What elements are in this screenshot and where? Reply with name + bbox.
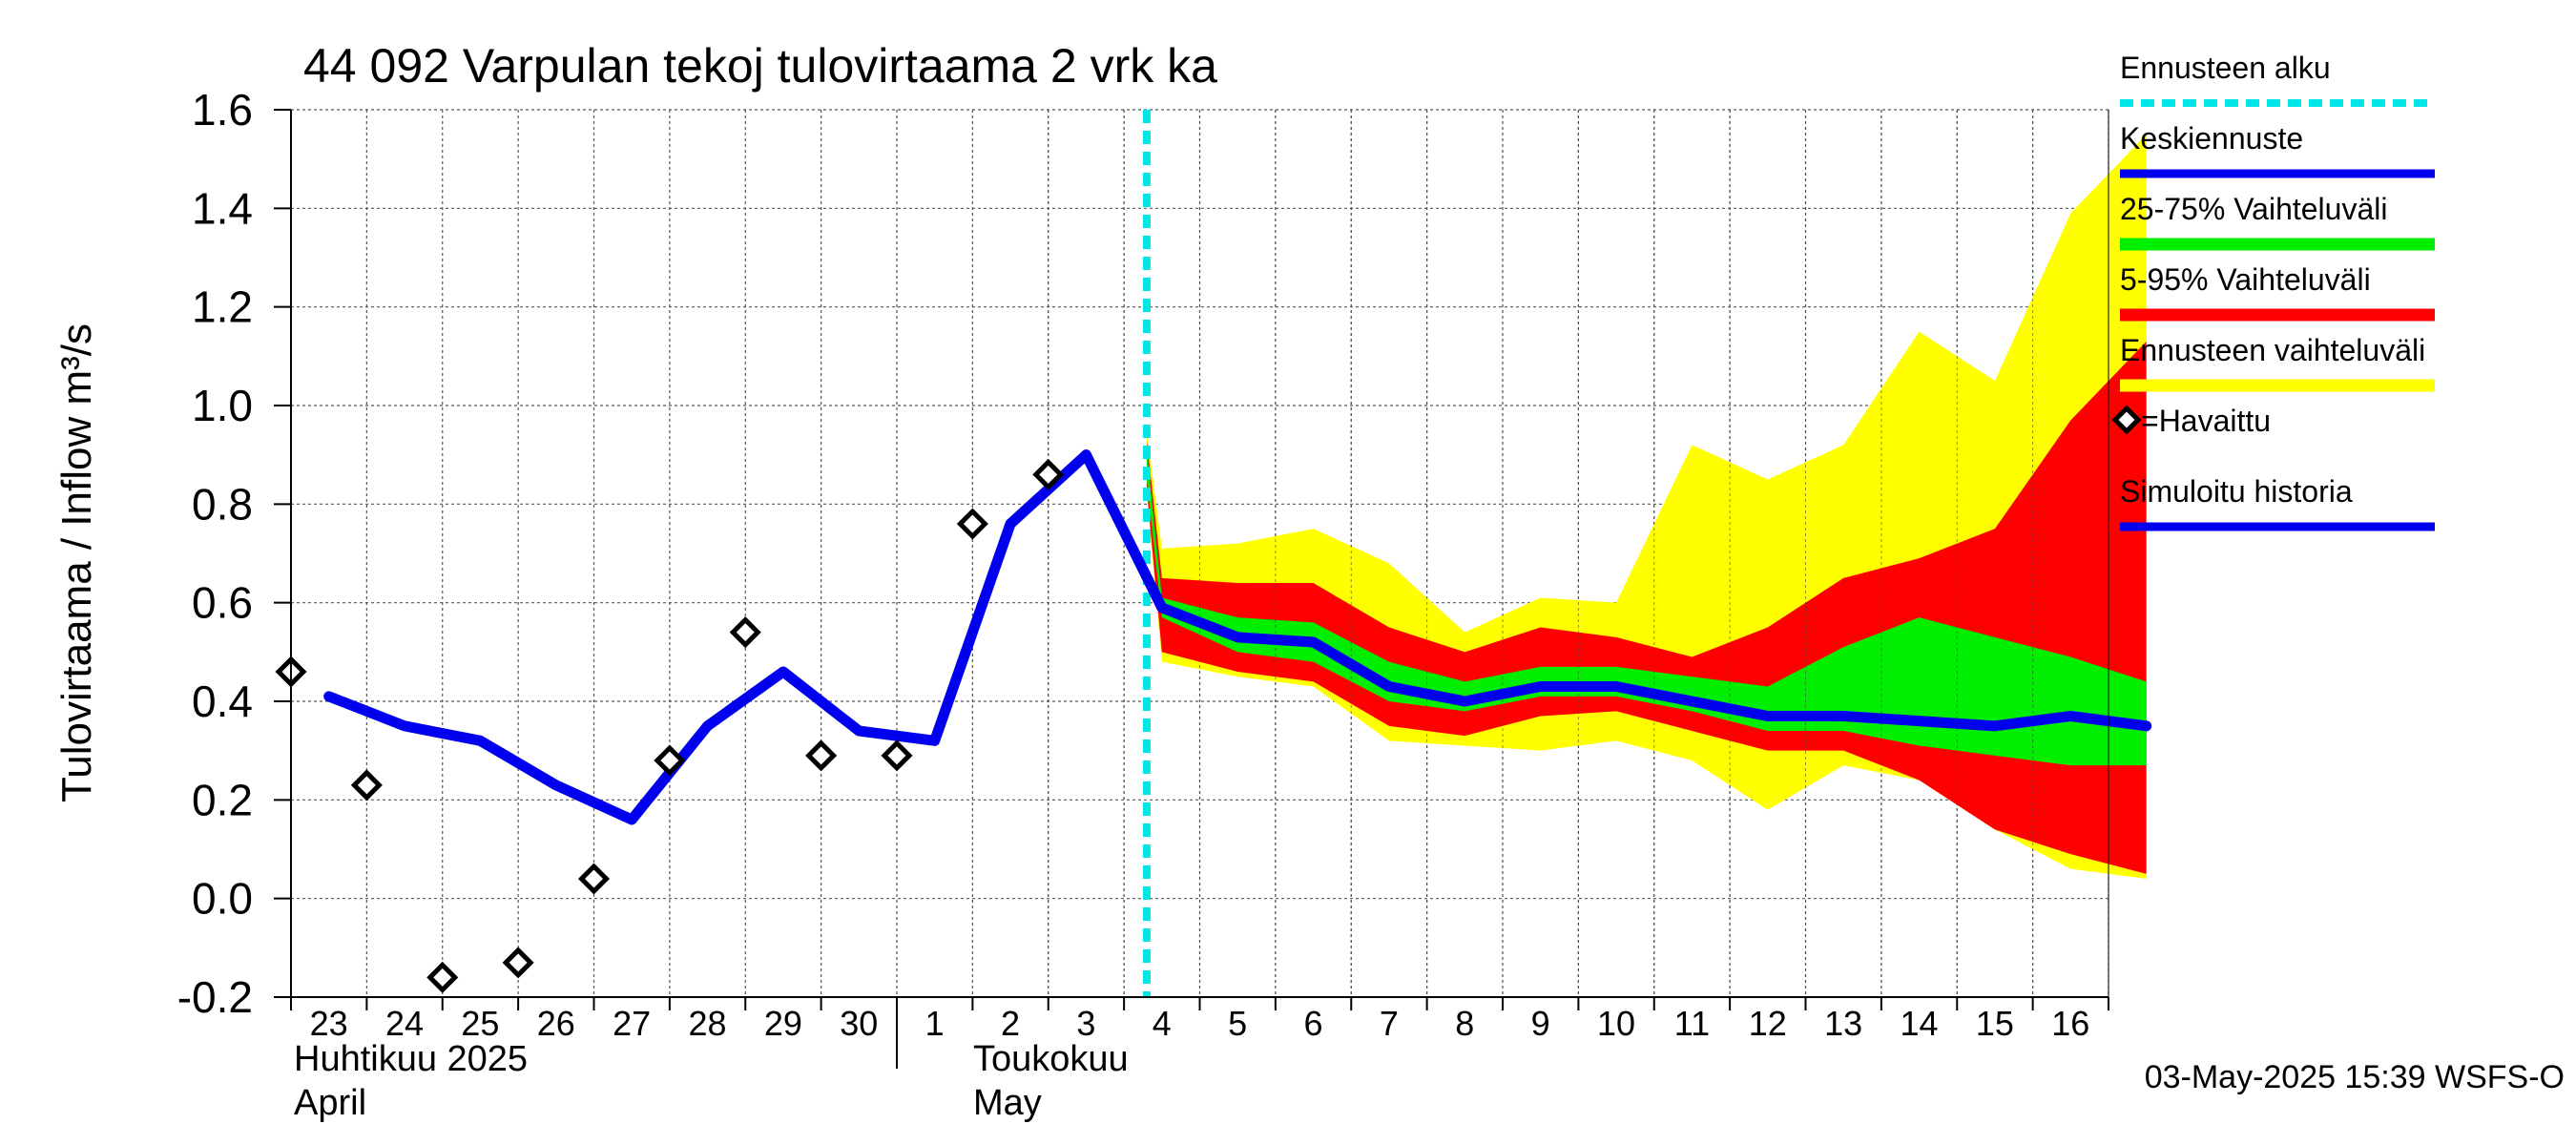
legend-label: 25-75% Vaihteluväli [2120, 192, 2387, 226]
month-label-april-en: April [294, 1083, 366, 1123]
x-tick-label: 7 [1380, 1004, 1399, 1043]
legend-label: Simuloitu historia [2120, 474, 2353, 509]
x-tick-label: 23 [310, 1004, 348, 1043]
observed-marker [956, 508, 988, 540]
y-tick-label: 1.2 [192, 282, 253, 332]
observed-marker [654, 744, 686, 777]
simulated-history-line [323, 449, 1091, 825]
y-tick-label: 0.0 [192, 874, 253, 924]
legend-label: =Havaittu [2141, 404, 2271, 438]
x-tick-label: 1 [925, 1004, 945, 1043]
x-tick-label: 16 [2051, 1004, 2089, 1043]
x-tick-label: 6 [1304, 1004, 1323, 1043]
month-label-may-en: May [973, 1083, 1042, 1123]
x-tick-label: 24 [385, 1004, 424, 1043]
y-tick-label: 1.6 [192, 85, 253, 135]
observed-marker [729, 616, 761, 649]
axes [274, 109, 2109, 1069]
grid-overlay [1048, 110, 2109, 997]
chart-title: 44 092 Varpulan tekoj tulovirtaama 2 vrk… [303, 39, 1217, 93]
x-tick-label: 26 [537, 1004, 575, 1043]
observed-marker [805, 739, 838, 772]
y-tick-label: 0.6 [192, 578, 253, 628]
legend: Ennusteen alku Keskiennuste 25-75% Vaihtel… [2111, 51, 2435, 531]
y-axis-label: Tulovirtaama / Inflow m³/s [53, 323, 100, 802]
x-tick-label: 4 [1153, 1004, 1172, 1043]
observed-marker [350, 769, 383, 802]
observed-marker [1032, 458, 1065, 490]
legend-label: Ennusteen vaihteluväli [2120, 333, 2425, 367]
legend-marker-observed [2111, 405, 2142, 435]
observed-marker [881, 739, 913, 772]
x-tick-label: 9 [1531, 1004, 1550, 1043]
x-tick-label: 3 [1076, 1004, 1095, 1043]
legend-label: 5-95% Vaihteluväli [2120, 262, 2371, 297]
x-tick-label: 28 [689, 1004, 727, 1043]
legend-label: Ennusteen alku [2120, 51, 2331, 85]
x-tick-label: 5 [1228, 1004, 1247, 1043]
x-tick-label: 27 [613, 1004, 651, 1043]
y-tick-label: 1.4 [192, 183, 253, 233]
y-tick-label: -0.2 [177, 972, 253, 1022]
uncertainty-bands [1146, 134, 2147, 880]
x-tick-label: 14 [1901, 1004, 1939, 1043]
series-lines [323, 110, 2152, 997]
y-tick-label: 1.0 [192, 381, 253, 430]
x-tick-label: 13 [1824, 1004, 1862, 1043]
observed-marker [426, 961, 459, 993]
x-tick-label: 2 [1001, 1004, 1020, 1043]
mean-forecast-line [1080, 449, 2152, 732]
footer-timestamp: 03-May-2025 15:39 WSFS-O [2145, 1059, 2565, 1095]
x-tick-label: 11 [1674, 1004, 1710, 1043]
legend-label: Keskiennuste [2120, 121, 2303, 156]
x-tick-label: 8 [1455, 1004, 1474, 1043]
month-label-april-fi: Huhtikuu 2025 [294, 1039, 528, 1079]
observed-marker [577, 863, 611, 895]
x-tick-label: 12 [1749, 1004, 1787, 1043]
y-tick-label: 0.4 [192, 677, 253, 726]
observed-marker [502, 947, 534, 979]
y-tick-label: 0.8 [192, 479, 253, 529]
x-tick-label: 10 [1597, 1004, 1635, 1043]
month-label-may-fi: Toukokuu [973, 1039, 1129, 1079]
y-tick-label: 0.2 [192, 775, 253, 824]
x-tick-label: 25 [461, 1004, 499, 1043]
axis-labels: -0.20.00.20.40.60.81.01.21.41.623 24 25 26 2… [177, 85, 2090, 1043]
x-tick-label: 15 [1976, 1004, 2014, 1043]
x-tick-label: 29 [764, 1004, 802, 1043]
x-tick-label: 30 [840, 1004, 878, 1043]
